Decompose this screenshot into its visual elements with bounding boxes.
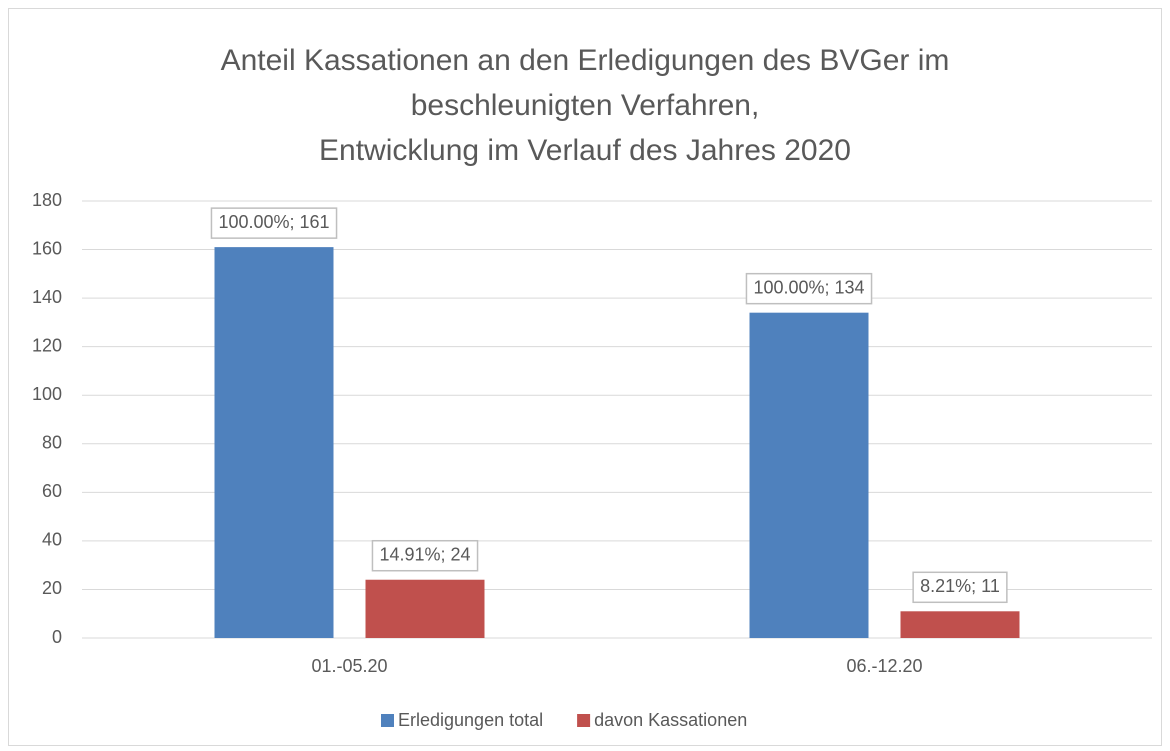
y-tick-label: 180 <box>32 190 62 210</box>
legend-label: davon Kassationen <box>594 710 747 730</box>
y-tick-label: 80 <box>42 433 62 453</box>
data-label-box <box>745 272 873 305</box>
legend-swatch <box>381 714 394 727</box>
y-tick-label: 60 <box>42 481 62 501</box>
y-tick-label: 20 <box>42 578 62 598</box>
bar <box>214 247 334 638</box>
y-tick-label: 100 <box>32 384 62 404</box>
y-tick-label: 140 <box>32 287 62 307</box>
x-tick-label: 01.-05.20 <box>311 656 387 676</box>
y-tick-label: 0 <box>52 627 62 647</box>
data-label-box <box>210 207 338 239</box>
chart-title: beschleunigten Verfahren, <box>411 89 760 122</box>
data-label: 100.00%; 134 <box>753 277 864 297</box>
bar <box>365 579 485 638</box>
data-label: 100.00%; 161 <box>218 212 329 232</box>
y-tick-label: 120 <box>32 335 62 355</box>
bar <box>749 312 869 638</box>
x-tick-label: 06.-12.20 <box>846 656 922 676</box>
chart-title: Anteil Kassationen an den Erledigungen d… <box>221 44 950 77</box>
data-label-box <box>912 571 1008 604</box>
y-tick-label: 160 <box>32 238 62 258</box>
legend-label: Erledigungen total <box>398 710 543 730</box>
legend-swatch <box>577 714 591 727</box>
data-label-box <box>371 539 479 572</box>
bar <box>900 611 1020 638</box>
y-tick-label: 40 <box>42 530 62 550</box>
chart-title: Entwicklung im Verlauf des Jahres 2020 <box>319 134 851 167</box>
data-label: 14.91%; 24 <box>379 544 470 564</box>
data-label: 8.21%; 11 <box>920 576 1000 596</box>
